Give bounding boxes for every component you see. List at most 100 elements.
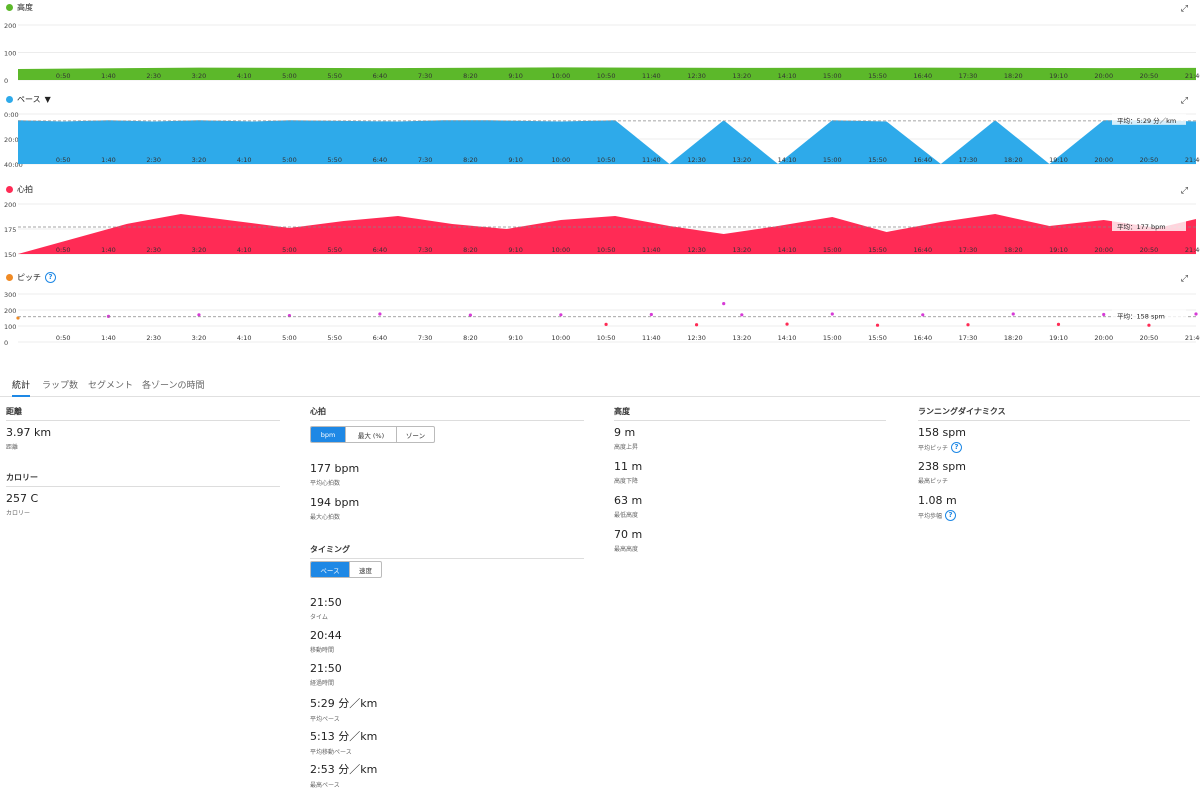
x-tick-label: 15:00 bbox=[823, 334, 842, 342]
timing-unit-toggle: ペース 速度 bbox=[310, 561, 382, 578]
data-point bbox=[604, 322, 608, 326]
elevation-dot bbox=[6, 4, 13, 11]
x-tick-label: 7:30 bbox=[418, 156, 433, 164]
x-tick-label: 21:40 bbox=[1185, 156, 1200, 164]
x-tick-label: 0:50 bbox=[56, 334, 71, 342]
heart-header: 心拍 bbox=[310, 406, 584, 421]
y-tick-label: 0 bbox=[4, 77, 8, 85]
expand-icon[interactable]: ⤢ bbox=[1180, 186, 1188, 196]
x-tick-label: 5:50 bbox=[327, 72, 342, 80]
stats-tabs: 統計 ラップ数 セグメント 各ゾーンの時間 bbox=[0, 376, 1200, 397]
x-tick-label: 0:50 bbox=[56, 246, 71, 254]
y-tick-label: 200 bbox=[4, 307, 16, 315]
x-tick-label: 13:20 bbox=[732, 334, 751, 342]
x-tick-label: 14:10 bbox=[778, 72, 797, 80]
pace-dropdown-icon[interactable]: ▼ bbox=[44, 95, 51, 104]
data-point bbox=[921, 313, 925, 317]
expand-icon[interactable]: ⤢ bbox=[1180, 274, 1188, 284]
x-tick-label: 16:40 bbox=[913, 72, 932, 80]
x-tick-label: 12:30 bbox=[687, 156, 706, 164]
data-point bbox=[1147, 323, 1151, 327]
x-tick-label: 19:10 bbox=[1049, 334, 1068, 342]
expand-icon[interactable]: ⤢ bbox=[1180, 4, 1188, 14]
cadence-dot bbox=[6, 274, 13, 281]
stat-elevation-0: 9 m 高度上昇 bbox=[614, 426, 639, 451]
x-tick-label: 10:00 bbox=[551, 156, 570, 164]
x-tick-label: 12:30 bbox=[687, 334, 706, 342]
cadence-title: ピッチ bbox=[17, 273, 41, 282]
x-tick-label: 2:30 bbox=[146, 156, 161, 164]
cadence-plot: 300 200 100 0 平均：158 spm 0:50 1:40 2:30 3:20 4:10… bbox=[4, 291, 1200, 347]
help-icon[interactable]: ? bbox=[45, 272, 56, 283]
data-point bbox=[1194, 312, 1198, 316]
dynamics-section: ランニングダイナミクス 158 spm 平均ピッチ? 238 spm 最高ピッチ… bbox=[918, 406, 1190, 521]
x-tick-label: 20:50 bbox=[1140, 246, 1159, 254]
x-tick-label: 10:50 bbox=[597, 246, 616, 254]
data-point bbox=[694, 323, 699, 327]
average-label: 平均：177 bpm bbox=[1117, 222, 1166, 231]
x-tick-label: 6:40 bbox=[373, 72, 388, 80]
data-point bbox=[785, 322, 789, 326]
stat-timing-5: 2:53 分／km 最高ペース bbox=[310, 763, 378, 789]
x-tick-label: 7:30 bbox=[418, 72, 433, 80]
x-tick-label: 6:40 bbox=[373, 334, 388, 342]
tab-laps[interactable]: ラップ数 bbox=[42, 381, 79, 391]
stat-max-cadence: 238 spm 最高ピッチ bbox=[918, 460, 966, 485]
stat-max-hr: 194 bpm 最大心拍数 bbox=[310, 496, 360, 521]
x-tick-label: 11:40 bbox=[642, 156, 661, 164]
average-label: 平均：5:29 分／km bbox=[1117, 116, 1176, 125]
x-tick-label: 8:20 bbox=[463, 72, 478, 80]
x-tick-label: 9:10 bbox=[508, 72, 523, 80]
y-tick-label: 300 bbox=[4, 291, 16, 299]
toggle-pace[interactable]: ペース bbox=[311, 562, 350, 577]
x-tick-label: 13:20 bbox=[732, 72, 751, 80]
y-tick-label: 40:00 bbox=[4, 161, 23, 169]
distance-header: 距離 bbox=[6, 406, 280, 421]
help-icon[interactable]: ? bbox=[945, 510, 957, 521]
x-tick-label: 5:00 bbox=[282, 246, 297, 254]
toggle-speed[interactable]: 速度 bbox=[359, 566, 372, 575]
average-label-bg bbox=[1112, 220, 1186, 231]
elevation-section: 高度 9 m 高度上昇 11 m 高度下降 63 m 最低高度 70 m 最高高度 bbox=[614, 406, 886, 553]
heart-rate-plot: 200 175 150 平均：177 bpm 0:50 1:40 2:30 3:20 4:10 5… bbox=[4, 201, 1200, 259]
x-tick-label: 11:40 bbox=[642, 334, 661, 342]
elevation-header: 高度 bbox=[614, 406, 886, 421]
stat-timing-0: 21:50 タイム bbox=[310, 596, 342, 621]
tab-stats[interactable]: 統計 bbox=[12, 378, 31, 397]
heart-rate-title: 心拍 bbox=[17, 185, 33, 194]
cadence-chart: ピッチ? ⤢ 300 200 100 0 平均：158 spm 0:50 1:40 2:30 3… bbox=[0, 270, 1200, 350]
x-tick-label: 6:40 bbox=[373, 156, 388, 164]
x-tick-label: 11:40 bbox=[642, 246, 661, 254]
x-tick-label: 5:50 bbox=[327, 246, 342, 254]
x-tick-label: 15:50 bbox=[868, 334, 887, 342]
toggle-zone[interactable]: ゾーン bbox=[405, 431, 426, 440]
x-tick-label: 2:30 bbox=[146, 246, 161, 254]
tab-zones[interactable]: 各ゾーンの時間 bbox=[142, 381, 205, 391]
x-tick-label: 18:20 bbox=[1004, 246, 1023, 254]
x-tick-label: 21:40 bbox=[1185, 246, 1200, 254]
x-tick-label: 5:00 bbox=[282, 334, 297, 342]
series-area bbox=[18, 120, 1196, 164]
toggle-max-percent[interactable]: 最大 (%) bbox=[346, 427, 397, 442]
average-label-bg bbox=[1112, 113, 1186, 125]
tab-segments[interactable]: セグメント bbox=[88, 381, 134, 391]
x-tick-label: 18:20 bbox=[1004, 72, 1023, 80]
elevation-title: 高度 bbox=[17, 3, 33, 12]
y-tick-label: 100 bbox=[4, 323, 16, 331]
x-tick-label: 3:20 bbox=[192, 72, 207, 80]
pace-plot: 0:00 20:00 40:00 平均：5:29 分／km 0:50 1:40 2:30 3:… bbox=[4, 111, 1200, 169]
data-point bbox=[197, 313, 201, 317]
heart-rate-dot bbox=[6, 186, 13, 193]
x-tick-label: 19:10 bbox=[1049, 246, 1068, 254]
x-tick-label: 16:40 bbox=[913, 156, 932, 164]
x-tick-label: 4:10 bbox=[237, 334, 252, 342]
help-icon[interactable]: ? bbox=[951, 442, 963, 453]
x-tick-label: 15:00 bbox=[823, 72, 842, 80]
expand-icon[interactable]: ⤢ bbox=[1180, 96, 1188, 106]
stat-timing-2: 21:50 経過時間 bbox=[310, 662, 342, 687]
toggle-bpm[interactable]: bpm bbox=[311, 427, 346, 442]
x-tick-label: 17:30 bbox=[959, 246, 978, 254]
x-tick-label: 18:20 bbox=[1004, 156, 1023, 164]
stat-avg-stride: 1.08 m 平均歩幅? bbox=[918, 494, 957, 521]
data-point bbox=[830, 312, 834, 316]
